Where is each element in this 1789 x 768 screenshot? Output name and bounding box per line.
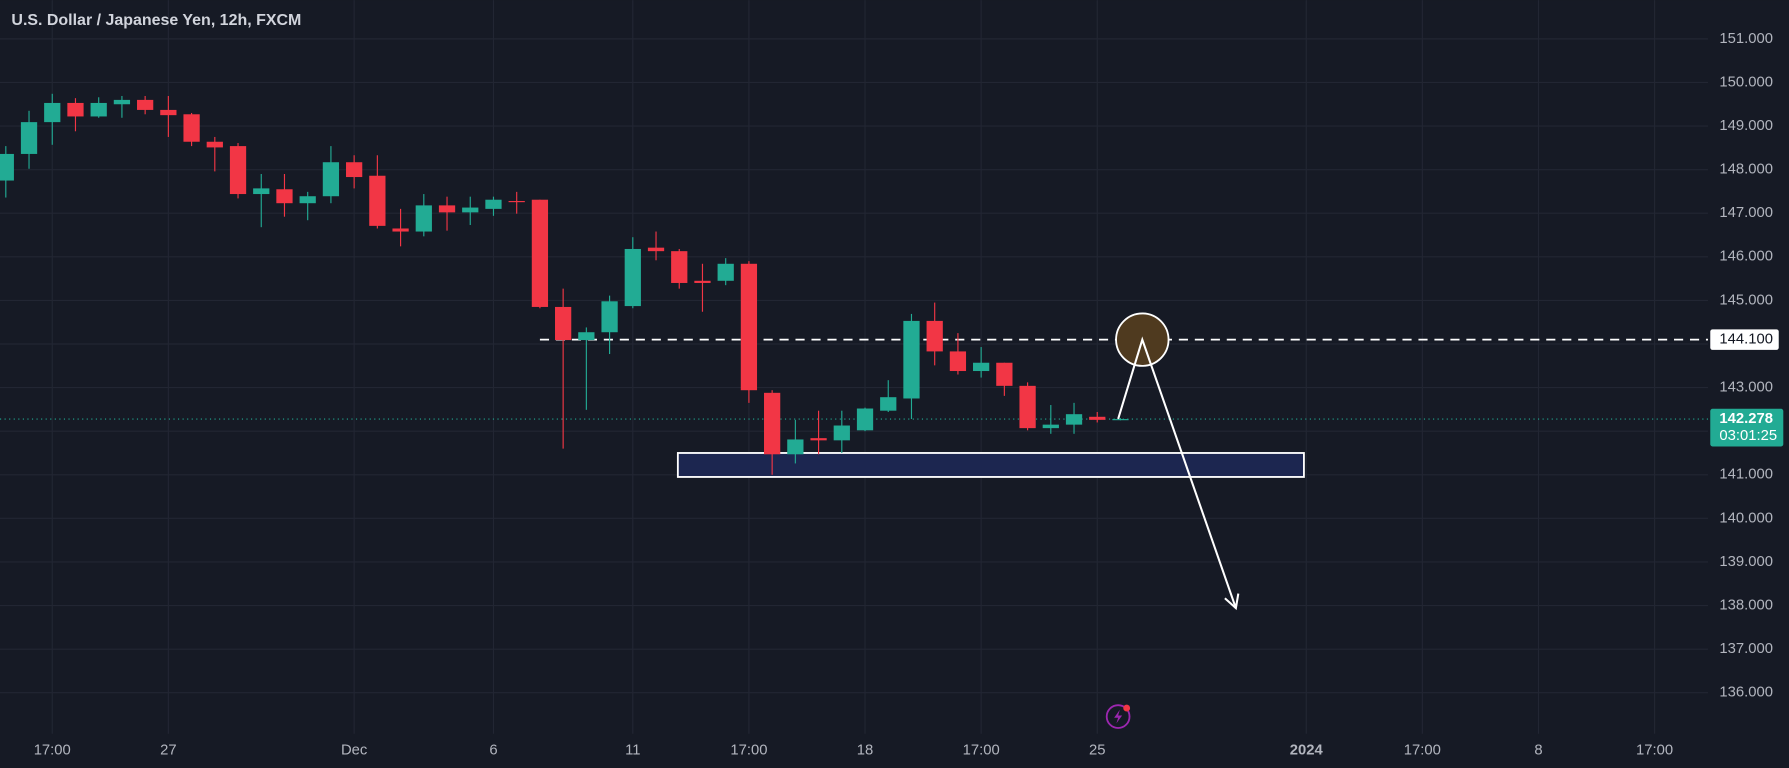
candle-body <box>485 199 502 209</box>
candle-body <box>299 196 316 204</box>
candle-body <box>810 438 827 441</box>
candle-body <box>1065 414 1083 425</box>
y-tick-label: 136.000 <box>1719 685 1773 701</box>
candle-body <box>90 102 107 117</box>
candle-body <box>322 162 340 197</box>
candle-body <box>113 99 131 105</box>
candle-body <box>20 122 38 154</box>
candle-body <box>764 392 781 455</box>
candle-body <box>1112 419 1129 421</box>
candle-body <box>856 408 874 431</box>
x-tick-label: 27 <box>160 743 177 759</box>
candle-body <box>229 146 247 195</box>
x-tick-label: 17:00 <box>34 743 71 759</box>
y-tick-label: 143.000 <box>1719 380 1773 396</box>
candle-body <box>392 228 409 232</box>
y-tick-label: 147.000 <box>1719 205 1773 221</box>
candle-body <box>717 263 734 281</box>
y-tick-label: 141.000 <box>1719 467 1773 483</box>
candle-body <box>508 201 525 203</box>
candle-body <box>160 109 177 116</box>
candle-body <box>67 102 84 117</box>
x-tick-label: 18 <box>857 743 874 759</box>
y-tick-label: 151.000 <box>1719 31 1773 47</box>
candle-body <box>1019 385 1036 429</box>
candle-body <box>926 320 943 352</box>
y-tick-label: 146.000 <box>1719 249 1773 265</box>
x-tick-label: 8 <box>1534 743 1542 759</box>
x-tick-label: 17:00 <box>963 743 1000 759</box>
candle-body <box>880 397 897 411</box>
last-price-label: 142.278 <box>1719 411 1773 427</box>
candle-body <box>578 332 595 341</box>
candle-body <box>694 280 711 283</box>
candle-body <box>206 141 223 148</box>
marks <box>0 93 1708 611</box>
axes: 136.000 137.000 138.000 139.000 140.000 141.0… <box>34 31 1784 759</box>
candle-body <box>740 263 758 391</box>
candle-body <box>276 189 293 204</box>
chart-title: U.S. Dollar / Japanese Yen, 12h, FXCM <box>11 12 301 29</box>
x-tick-label: 17:00 <box>730 743 767 759</box>
y-tick-label: 137.000 <box>1719 641 1773 657</box>
candle-body <box>183 114 200 142</box>
candle-body <box>949 351 967 372</box>
candle-body <box>438 205 456 213</box>
alert-icon <box>1105 704 1131 729</box>
candle-body <box>555 306 572 341</box>
last-price-box <box>1710 408 1784 447</box>
y-tick-label: 150.000 <box>1719 74 1773 90</box>
candle-body <box>833 425 850 441</box>
x-tick-label: 6 <box>489 743 497 759</box>
candle-body <box>996 362 1013 386</box>
candle-body <box>0 153 14 181</box>
candle-body <box>531 199 549 307</box>
x-tick-label: 11 <box>625 743 640 759</box>
candle-body <box>624 248 641 307</box>
candle-body <box>671 251 688 283</box>
x-tick-label: 17:00 <box>1636 743 1673 759</box>
candle-body <box>346 162 363 178</box>
candle-body <box>903 320 920 399</box>
candle-body <box>787 439 804 455</box>
candle-body <box>973 362 990 372</box>
candle-body <box>1089 416 1106 420</box>
candle-body <box>253 188 270 195</box>
candle-body <box>1042 424 1059 429</box>
x-tick-label: 25 <box>1089 743 1106 759</box>
y-tick-label: 149.000 <box>1719 118 1773 134</box>
arrow-head <box>1224 593 1240 611</box>
candle-body <box>137 99 154 110</box>
y-tick-label: 138.000 <box>1719 597 1773 613</box>
candle-body <box>44 102 61 123</box>
projection-arrow <box>1117 336 1237 609</box>
y-tick-label: 139.000 <box>1719 554 1773 570</box>
hline-price-label: 144.100 <box>1719 332 1773 348</box>
candle-body <box>601 301 618 333</box>
x-tick-label: 17:00 <box>1404 743 1441 759</box>
candle-body <box>369 175 386 226</box>
countdown-label: 03:01:25 <box>1719 428 1777 444</box>
candle-body <box>462 207 479 213</box>
x-tick-label: 2024 <box>1290 743 1324 759</box>
y-tick-label: 140.000 <box>1719 510 1773 526</box>
y-tick-label: 148.000 <box>1719 162 1773 178</box>
candle-body <box>647 247 665 252</box>
hline-price-box <box>1710 329 1779 350</box>
y-tick-label: 145.000 <box>1719 292 1773 308</box>
x-tick-label: Dec <box>341 743 368 759</box>
support-zone <box>676 452 1305 478</box>
candle-body <box>415 205 432 232</box>
